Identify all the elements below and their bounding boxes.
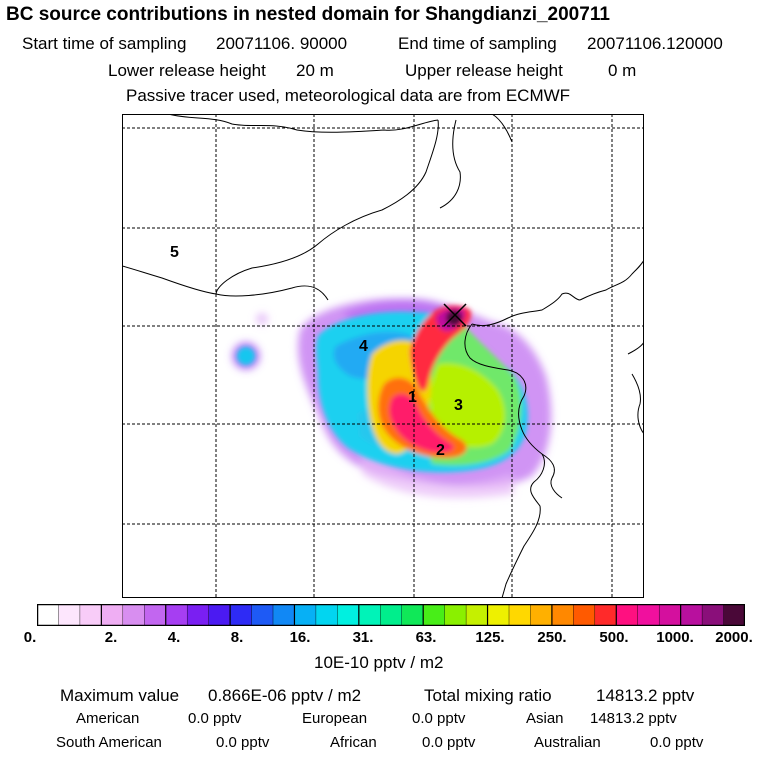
start-time-label: Start time of sampling: [22, 34, 187, 53]
colorbar-cell: [680, 604, 703, 626]
graticule: [122, 114, 644, 598]
region-asian-value: 14813.2 pptv: [590, 710, 677, 727]
colorbar-cell: [144, 604, 167, 626]
region-american-value: 0.0 pptv: [188, 710, 242, 727]
colorbar-cell: [573, 604, 596, 626]
colorbar-cell: [401, 604, 424, 626]
colorbar-cell: [380, 604, 403, 626]
colorbar-cell: [272, 604, 296, 626]
colorbar-cell: [229, 604, 253, 626]
concentration-plume: [232, 298, 552, 499]
region-african-value: 0.0 pptv: [422, 734, 476, 751]
colorbar-cell: [337, 604, 360, 626]
colorbar-tick-500: 500.: [599, 629, 629, 646]
colorbar-cell: [122, 604, 145, 626]
region-european-value: 0.0 pptv: [412, 710, 466, 727]
colorbar-cell: [530, 604, 553, 626]
region-label-5: 5: [170, 244, 179, 261]
region-australian-value: 0.0 pptv: [650, 734, 704, 751]
colorbar-cell: [101, 604, 124, 626]
colorbar-cell: [58, 604, 81, 626]
colorbar-cell: [444, 604, 467, 626]
colorbar-cell: [294, 604, 317, 626]
colorbar-tick-16: 16.: [289, 629, 311, 646]
region-european-label: European: [302, 710, 368, 727]
total-mixing-ratio-value: 14813.2 pptv: [596, 686, 695, 705]
colorbar-tick-1000: 1000.: [656, 629, 694, 646]
colorbar-tick-0: 0.: [23, 629, 37, 646]
upper-height-value: 0 m: [608, 61, 637, 80]
region-south-american-value: 0.0 pptv: [216, 734, 270, 751]
colorbar-cell: [251, 604, 274, 626]
colorbar-cell: [422, 604, 446, 626]
colorbar-cell: [165, 604, 188, 626]
colorbar-cell: [723, 604, 745, 626]
colorbar-cell: [315, 604, 339, 626]
receptor-x-marker-icon: [443, 303, 467, 327]
colorbar: [37, 604, 745, 626]
colorbar-cell: [37, 604, 60, 626]
colorbar-cell: [551, 604, 575, 626]
colorbar-cell: [79, 604, 103, 626]
colorbar-tick-125: 125.: [475, 629, 505, 646]
colorbar-cell: [465, 604, 489, 626]
colorbar-unit-label: 10E-10 pptv / m2: [314, 653, 444, 672]
colorbar-tick-2000: 2000.: [715, 629, 753, 646]
region-label-2: 2: [436, 442, 445, 459]
region-label-3: 3: [454, 397, 463, 414]
coastlines: [122, 114, 644, 598]
region-south-american-label: South American: [56, 734, 162, 751]
map-panel: 5 4 1 3 2: [122, 114, 644, 598]
colorbar-cell: [658, 604, 682, 626]
region-australian-label: Australian: [534, 734, 601, 751]
colorbar-cell: [186, 604, 210, 626]
region-asian-label: Asian: [526, 710, 564, 727]
colorbar-cell: [508, 604, 532, 626]
region-african-label: African: [330, 734, 377, 751]
colorbar-tick-63: 63.: [415, 629, 437, 646]
colorbar-tick-8: 8.: [230, 629, 244, 646]
end-time-label: End time of sampling: [398, 34, 557, 53]
total-mixing-ratio-label: Total mixing ratio: [424, 686, 552, 705]
colorbar-tick-4: 4.: [167, 629, 181, 646]
tracer-note: Passive tracer used, meteorological data…: [126, 86, 571, 105]
region-label-1: 1: [408, 389, 417, 406]
max-value: 0.866E-06 pptv / m2: [208, 686, 362, 705]
plot-title: BC source contributions in nested domain…: [6, 4, 610, 25]
colorbar-cell: [594, 604, 617, 626]
region-american-label: American: [76, 710, 140, 727]
colorbar-cell: [637, 604, 660, 626]
end-time-value: 20071106.120000: [587, 34, 723, 53]
start-time-value: 20071106. 90000: [216, 34, 348, 53]
lower-height-value: 20 m: [296, 61, 334, 80]
colorbar-cell: [701, 604, 725, 626]
colorbar-tick-31: 31.: [352, 629, 374, 646]
colorbar-tick-250: 250.: [537, 629, 567, 646]
colorbar-cell: [487, 604, 510, 626]
colorbar-cell: [208, 604, 231, 626]
colorbar-tick-2: 2.: [104, 629, 118, 646]
upper-height-label: Upper release height: [405, 61, 563, 80]
max-value-label: Maximum value: [60, 686, 180, 705]
region-label-4: 4: [359, 338, 368, 355]
lower-height-label: Lower release height: [108, 61, 266, 80]
colorbar-cell: [616, 604, 639, 626]
colorbar-cell: [358, 604, 381, 626]
